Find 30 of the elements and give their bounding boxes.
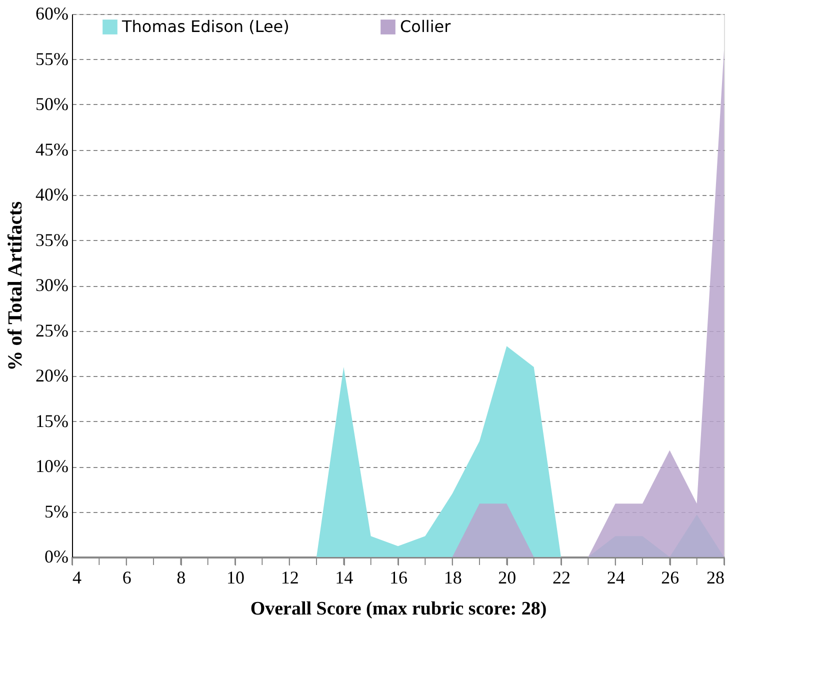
x-tick-label: 12	[280, 568, 299, 588]
legend-label: Thomas Edison (Lee)	[121, 17, 290, 36]
x-tick-label: 26	[661, 568, 680, 588]
y-tick-label: 20%	[36, 366, 68, 386]
y-tick-label: 40%	[36, 184, 68, 204]
y-tick-label: 35%	[36, 230, 68, 250]
x-tick-label: 28	[706, 568, 724, 588]
y-tick-label: 15%	[36, 410, 68, 431]
y-tick-label: 30%	[36, 275, 68, 295]
legend-label: Collier	[400, 17, 452, 36]
y-tick-label: 25%	[36, 320, 68, 340]
y-tick-label: 50%	[36, 94, 68, 114]
x-tick-label: 6	[122, 568, 132, 588]
y-tick-label: 55%	[36, 48, 68, 69]
y-tick-label: 45%	[36, 139, 68, 160]
x-tick-label: 22	[552, 568, 570, 588]
y-tick-label: 60%	[36, 4, 68, 24]
x-tick-label: 4	[72, 568, 82, 588]
y-tick-label: 10%	[36, 456, 68, 476]
x-tick-label: 14	[335, 568, 354, 588]
x-tick-label: 8	[176, 568, 186, 588]
y-tick-label: 5%	[44, 501, 68, 522]
x-tick-label: 16	[390, 568, 408, 588]
y-axis-title: % of Total Artifacts	[4, 201, 27, 371]
x-tick-label: 10	[226, 568, 244, 588]
y-tick-label: 0%	[44, 546, 68, 566]
x-axis-title: Overall Score (max rubric score: 28)	[250, 598, 547, 620]
x-tick-label: 24	[606, 568, 625, 588]
x-tick-label: 18	[444, 568, 462, 588]
x-tick-label: 20	[498, 568, 516, 588]
